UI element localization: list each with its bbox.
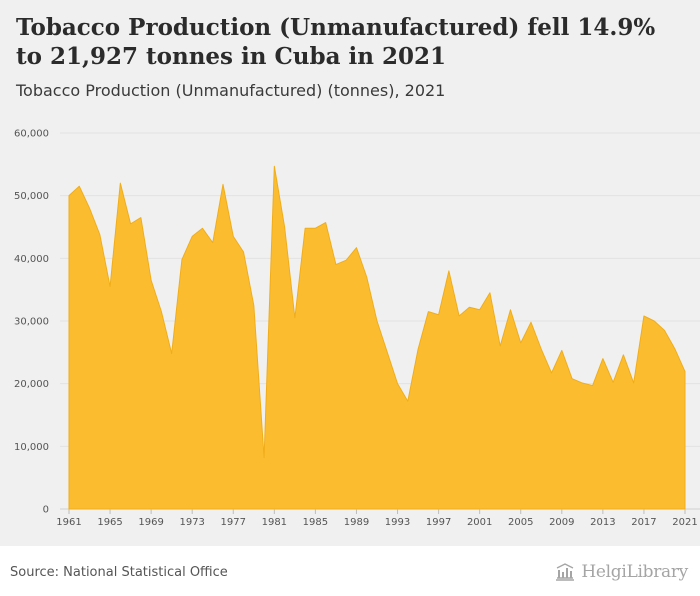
data-point-1973[interactable] — [190, 234, 194, 238]
data-point-1983[interactable] — [293, 316, 297, 320]
data-point-1966[interactable] — [118, 181, 122, 185]
logo-text: HelgiLibrary — [581, 562, 688, 582]
data-point-2010[interactable] — [570, 377, 574, 381]
data-point-1981[interactable] — [272, 164, 276, 168]
data-point-1978[interactable] — [242, 250, 246, 254]
data-point-2000[interactable] — [467, 305, 471, 309]
y-tick-label: 30,000 — [14, 317, 49, 328]
y-tick-label: 40,000 — [14, 254, 49, 265]
data-point-1961[interactable] — [67, 194, 71, 198]
data-point-1990[interactable] — [365, 275, 369, 279]
data-point-1985[interactable] — [313, 226, 317, 230]
x-axis-ticks: 1961 1965 1969 1973 1977 1981 1985 1989 1993 1997… — [56, 509, 698, 528]
data-point-1967[interactable] — [129, 222, 133, 226]
header-panel — [0, 0, 700, 113]
data-point-2007[interactable] — [539, 347, 543, 351]
data-point-2013[interactable] — [601, 357, 605, 361]
area-chart: 0 10,000 20,000 30,000 40,000 50,000 60,000 19… — [14, 129, 700, 528]
footer — [0, 546, 700, 596]
data-point-2021[interactable] — [683, 370, 687, 374]
data-point-2015[interactable] — [621, 353, 625, 357]
data-point-2005[interactable] — [519, 341, 523, 345]
data-point-1976[interactable] — [221, 182, 225, 186]
data-point-2003[interactable] — [498, 344, 502, 348]
y-axis-ticks: 0 10,000 20,000 30,000 40,000 50,000 60,000 — [14, 129, 49, 516]
data-point-1989[interactable] — [354, 246, 358, 250]
production-area — [68, 165, 686, 510]
data-point-1975[interactable] — [211, 241, 215, 245]
x-tick-label: 2017 — [631, 517, 656, 528]
data-point-2014[interactable] — [611, 380, 615, 384]
data-point-2020[interactable] — [673, 347, 677, 351]
data-point-2004[interactable] — [508, 308, 512, 312]
y-tick-label: 10,000 — [14, 442, 49, 453]
data-point-1965[interactable] — [108, 285, 112, 289]
data-point-1994[interactable] — [406, 399, 410, 403]
y-tick-label: 0 — [43, 505, 49, 516]
y-tick-label: 60,000 — [14, 129, 49, 140]
chart-title: Tobacco Production (Unmanufactured) fell… — [16, 14, 656, 70]
data-point-2016[interactable] — [632, 381, 636, 385]
x-tick-label: 2021 — [672, 517, 697, 528]
data-point-2017[interactable] — [642, 314, 646, 318]
data-point-1988[interactable] — [344, 258, 348, 262]
x-tick-label: 1969 — [138, 517, 163, 528]
source-note: Source: National Statistical Office — [10, 565, 228, 580]
x-tick-label: 1965 — [97, 517, 122, 528]
data-point-1986[interactable] — [324, 221, 328, 225]
data-point-2002[interactable] — [488, 291, 492, 295]
data-point-1979[interactable] — [252, 303, 256, 307]
data-point-1980[interactable] — [262, 456, 266, 460]
data-point-1998[interactable] — [447, 269, 451, 273]
helgi-library-logo[interactable]: HelgiLibrary — [554, 562, 688, 582]
data-point-1972[interactable] — [180, 258, 184, 262]
data-point-1969[interactable] — [149, 278, 153, 282]
x-tick-label: 2009 — [549, 517, 574, 528]
y-tick-label: 20,000 — [14, 379, 49, 390]
data-point-1982[interactable] — [283, 225, 287, 229]
data-point-2001[interactable] — [478, 308, 482, 312]
x-tick-label: 2005 — [508, 517, 533, 528]
x-tick-label: 1973 — [179, 517, 204, 528]
data-point-1970[interactable] — [159, 310, 163, 314]
x-tick-label: 1981 — [262, 517, 287, 528]
library-building-icon — [556, 563, 575, 581]
data-point-1984[interactable] — [303, 226, 307, 230]
data-point-1997[interactable] — [437, 313, 441, 317]
x-tick-label: 1993 — [385, 517, 410, 528]
x-tick-label: 2013 — [590, 517, 615, 528]
x-tick-label: 1977 — [221, 517, 246, 528]
data-area — [67, 164, 687, 510]
data-point-1971[interactable] — [170, 352, 174, 356]
data-point-1974[interactable] — [200, 226, 204, 230]
data-point-2006[interactable] — [529, 320, 533, 324]
data-point-1977[interactable] — [231, 234, 235, 238]
data-point-1962[interactable] — [77, 184, 81, 188]
data-point-1995[interactable] — [416, 347, 420, 351]
data-point-2012[interactable] — [591, 384, 595, 388]
data-point-1992[interactable] — [385, 350, 389, 354]
data-point-2011[interactable] — [580, 381, 584, 385]
data-point-1999[interactable] — [457, 314, 461, 318]
data-point-1968[interactable] — [139, 216, 143, 220]
x-tick-label: 1985 — [303, 517, 328, 528]
data-point-1996[interactable] — [426, 310, 430, 314]
data-point-2009[interactable] — [560, 348, 564, 352]
data-point-1993[interactable] — [396, 382, 400, 386]
chart-subtitle: Tobacco Production (Unmanufactured) (ton… — [16, 81, 446, 100]
data-point-1987[interactable] — [334, 263, 338, 267]
data-point-2018[interactable] — [652, 319, 656, 323]
data-point-1964[interactable] — [98, 233, 102, 237]
x-tick-label: 1989 — [344, 517, 369, 528]
x-tick-label: 1997 — [426, 517, 451, 528]
data-point-2019[interactable] — [662, 328, 666, 332]
data-point-1963[interactable] — [88, 206, 92, 210]
data-point-1991[interactable] — [375, 319, 379, 323]
data-point-2008[interactable] — [550, 371, 554, 375]
x-tick-label: 2001 — [467, 517, 492, 528]
x-tick-label: 1961 — [56, 517, 81, 528]
y-tick-label: 50,000 — [14, 191, 49, 202]
